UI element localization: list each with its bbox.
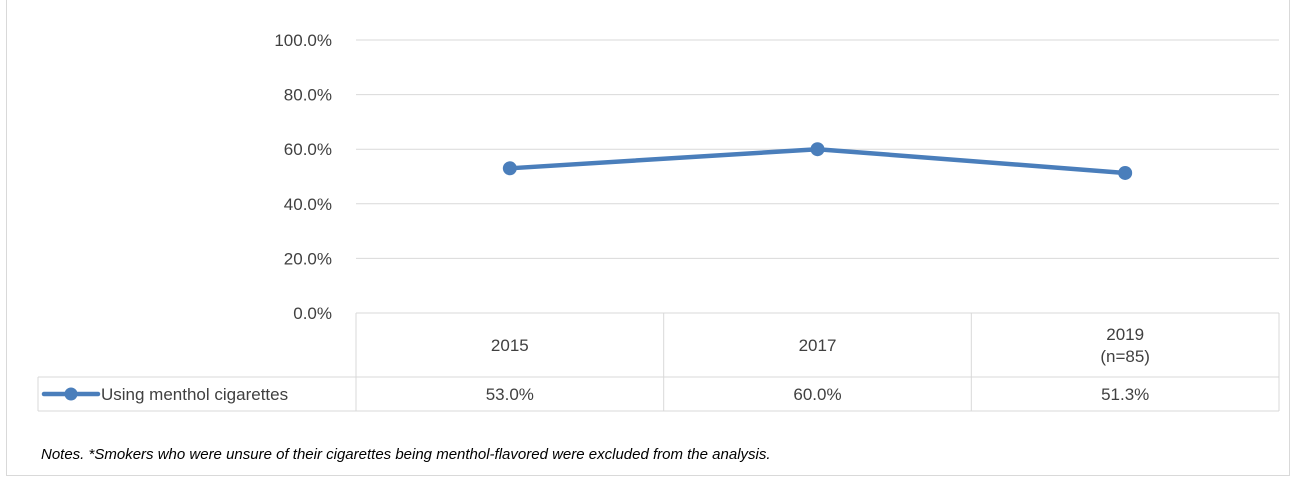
data-value-label: 51.3% — [1101, 385, 1149, 404]
series-line — [502, 142, 1133, 180]
data-value-label: 60.0% — [793, 385, 841, 404]
y-tick-label: 60.0% — [284, 140, 332, 159]
data-value-label: 53.0% — [486, 385, 534, 404]
legend-marker-key — [64, 387, 78, 401]
line-chart: 0.0%20.0%40.0%60.0%80.0%100.0% 2015 20172… — [37, 31, 1280, 412]
data-point — [502, 161, 517, 176]
y-tick-label: 100.0% — [274, 31, 332, 50]
data-point — [810, 142, 825, 157]
y-tick-label: 40.0% — [284, 195, 332, 214]
y-tick-label: 20.0% — [284, 249, 332, 268]
chart-frame — [6, 0, 1290, 476]
legend-label: Using menthol cigarettes — [101, 385, 288, 404]
chart-notes: Notes. *Smokers who were unsure of their… — [41, 446, 771, 463]
data-point — [1118, 165, 1133, 180]
y-axis-ticks: 0.0% 20.0% 40.0% 60.0% 80.0% 100.0% — [274, 31, 332, 323]
x-category-label: 2019 (n=85) — [1100, 325, 1150, 366]
x-category-label: 2015 — [491, 336, 529, 355]
y-tick-label: 0.0% — [293, 304, 332, 323]
y-tick-label: 80.0% — [284, 86, 332, 105]
gridlines — [356, 39, 1279, 259]
data-table: 2015 2017 2019 (n=85) 53.0% 60.0% 51.3% Using m… — [37, 312, 1280, 412]
x-category-label: 2017 — [799, 336, 837, 355]
